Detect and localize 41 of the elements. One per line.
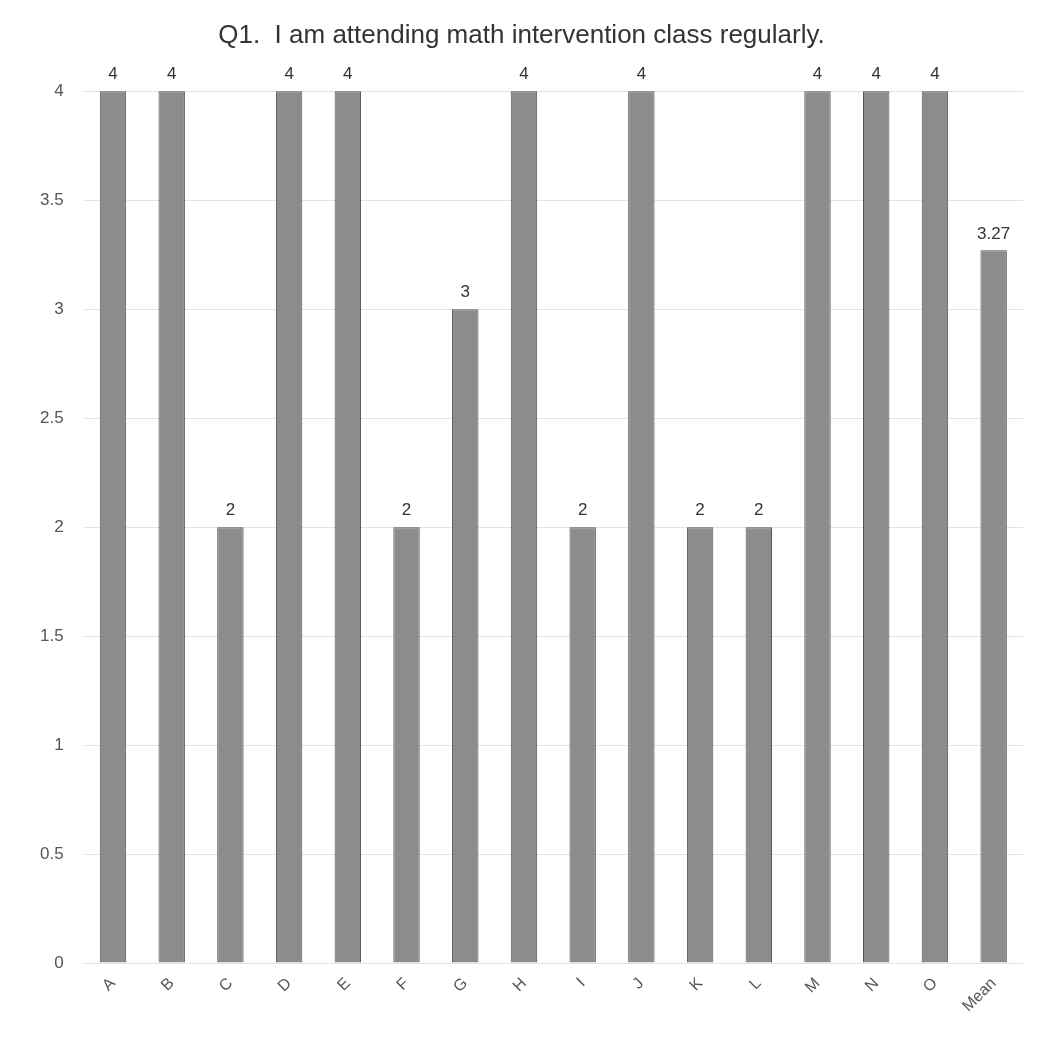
data-label: 4 [284, 64, 294, 84]
data-label: 4 [871, 64, 881, 84]
data-label: 4 [812, 64, 823, 84]
x-tick-label: M [801, 974, 823, 996]
data-label: 4 [930, 64, 940, 84]
y-tick-label: 0 [54, 952, 64, 972]
chart-title: Q1. I am attending math intervention class regularly. [218, 18, 825, 49]
y-tick-label: 0.5 [39, 843, 64, 863]
data-label: 4 [519, 64, 529, 84]
y-tick-label: 2.5 [39, 407, 64, 427]
data-label: 4 [166, 64, 177, 84]
x-tick-label: B [157, 974, 177, 994]
y-tick-label: 4 [54, 80, 64, 100]
data-label: 4 [108, 64, 118, 84]
x-tick-label: H [509, 974, 530, 995]
y-tick-label: 1 [54, 734, 64, 754]
data-label: 2 [695, 500, 705, 520]
x-tick-label: L [745, 974, 765, 993]
data-label: 3 [460, 282, 470, 302]
x-tick-label: D [274, 974, 295, 995]
x-tick-label: K [685, 973, 706, 994]
y-tick-label: 1.5 [39, 625, 64, 645]
x-tick-label: A [98, 973, 119, 994]
x-tick-label: C [215, 974, 236, 995]
data-label: 2 [401, 500, 412, 520]
x-tick-label: E [333, 974, 354, 994]
data-label: 2 [225, 500, 236, 520]
y-tick-label: 2 [54, 516, 64, 536]
x-tick-label: J [628, 974, 647, 992]
x-tick-label: O [919, 974, 941, 995]
x-tick-label: I [572, 974, 588, 990]
data-label: 3.27 [977, 223, 1011, 243]
y-tick-label: 3.5 [39, 189, 64, 209]
x-tick-label: F [392, 973, 412, 994]
x-tick-label: G [449, 974, 471, 995]
data-label: 2 [577, 500, 588, 520]
data-label: 4 [343, 64, 353, 84]
y-tick-label: 3 [54, 298, 64, 318]
data-label: 4 [636, 64, 647, 84]
x-tick-label: N [861, 974, 882, 995]
data-label: 2 [754, 500, 764, 520]
